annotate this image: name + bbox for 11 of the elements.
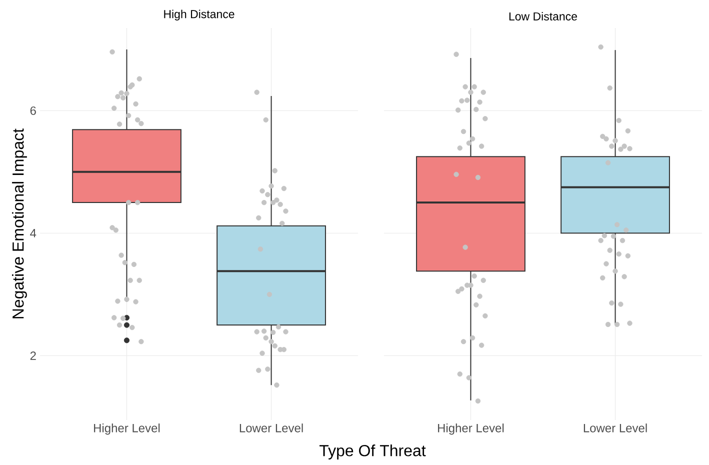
chart-title: High Distance bbox=[164, 10, 234, 20]
y-tick-label: 6 bbox=[30, 106, 36, 115]
x-tick-label: Lower Level bbox=[584, 424, 647, 432]
y-tick-label: 2 bbox=[30, 351, 36, 360]
chart-title: Low Distance bbox=[509, 12, 577, 20]
x-tick-label: Higher Level bbox=[438, 424, 504, 435]
y-axis-title: Negative Emotional Impact bbox=[12, 128, 27, 318]
x-tick-label: Lower Level bbox=[240, 424, 303, 432]
x-tick-label: Higher Level bbox=[94, 424, 160, 435]
y-tick-label: 4 bbox=[30, 229, 36, 238]
x-axis-title: Type Of Threat bbox=[320, 444, 426, 460]
